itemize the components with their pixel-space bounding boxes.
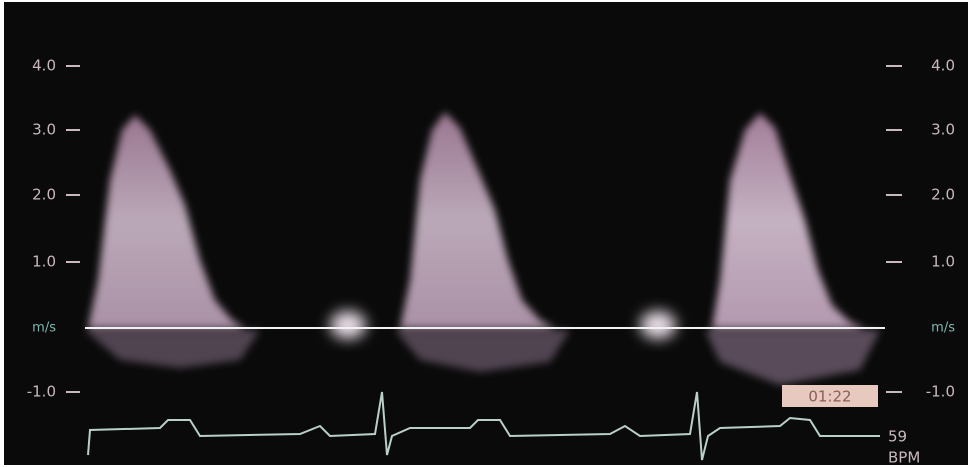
heart-rate-value: 59 <box>888 428 907 446</box>
axis-label: -1.0 <box>27 383 56 401</box>
axis-label: 4.0 <box>931 57 955 75</box>
axis-label: -1.0 <box>926 383 955 401</box>
axis-label: 3.0 <box>32 121 56 139</box>
page: 4.03.02.01.0m/s-1.0 4.03.02.01.0m/s-1.0 … <box>0 0 972 467</box>
axis-label: 2.0 <box>32 186 56 204</box>
axis-label: 1.0 <box>931 253 955 271</box>
axis-label: m/s <box>32 321 56 336</box>
axis-label: 2.0 <box>931 186 955 204</box>
axis-label: m/s <box>931 321 955 336</box>
doppler-screen: 4.03.02.01.0m/s-1.0 4.03.02.01.0m/s-1.0 … <box>0 0 972 467</box>
axis-label: 4.0 <box>32 57 56 75</box>
time-label: 01:22 <box>808 388 851 406</box>
axis-label: 1.0 <box>32 253 56 271</box>
axis-label: 3.0 <box>931 121 955 139</box>
heart-rate-unit: BPM <box>888 449 920 467</box>
